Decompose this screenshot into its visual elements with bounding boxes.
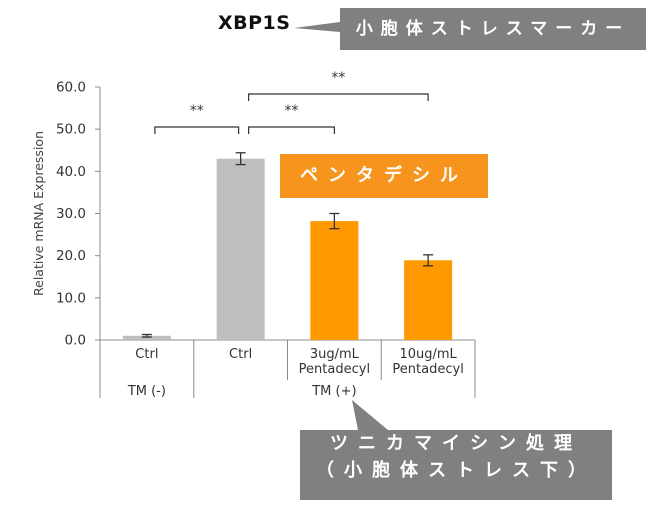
significance-bracket xyxy=(248,126,335,134)
chart-title: XBP1S xyxy=(218,12,291,34)
x-category-label: 10ug/mL xyxy=(399,347,457,362)
x-category-label: Pentadecyl xyxy=(299,362,370,377)
significance-brackets: ** ** ** xyxy=(154,70,429,134)
x-group-label: TM (+) xyxy=(311,384,356,399)
y-tick-label: 30.0 xyxy=(56,206,86,222)
y-tick-label: 50.0 xyxy=(56,122,86,138)
y-axis-label: Relative mRNA Expression xyxy=(31,131,46,296)
y-tick-label: 10.0 xyxy=(56,290,86,306)
significance-label: ** xyxy=(285,103,299,119)
bottom-callout-line1: ツニカマイシン処理 xyxy=(330,433,582,454)
pentadecyl-label: ペンタデシル xyxy=(280,154,488,198)
bar xyxy=(122,335,171,340)
x-category-label: 3ug/mL xyxy=(310,347,360,362)
x-category-label: Ctrl xyxy=(135,347,158,362)
y-tick-label: 60.0 xyxy=(56,80,86,96)
top-callout-shape xyxy=(294,8,646,50)
significance-label: ** xyxy=(190,103,204,119)
bar xyxy=(216,158,265,340)
y-tick-label: 40.0 xyxy=(56,164,86,180)
significance-bracket xyxy=(154,126,240,134)
chart-bars xyxy=(122,152,453,340)
x-category-label: Ctrl xyxy=(229,347,252,362)
bar xyxy=(310,221,359,340)
y-tick-label: 0.0 xyxy=(65,333,86,349)
significance-label: ** xyxy=(331,70,345,86)
x-group-label: TM (-) xyxy=(127,384,166,399)
significance-bracket xyxy=(248,93,429,101)
bottom-callout-shape xyxy=(300,400,612,500)
x-category-label: Pentadecyl xyxy=(392,362,463,377)
bottom-callout-text: ツニカマイシン処理 （小胞体ストレス下） xyxy=(300,430,612,484)
y-tick-label: 20.0 xyxy=(56,248,86,264)
bottom-callout-line2: （小胞体ストレス下） xyxy=(316,460,596,481)
chart-axes: 0.0 10.0 20.0 30.0 40.0 50.0 60.0 Relative mRNA… xyxy=(31,80,476,399)
top-callout-text: 小胞体ストレスマーカー xyxy=(355,19,631,39)
bar xyxy=(404,260,453,340)
